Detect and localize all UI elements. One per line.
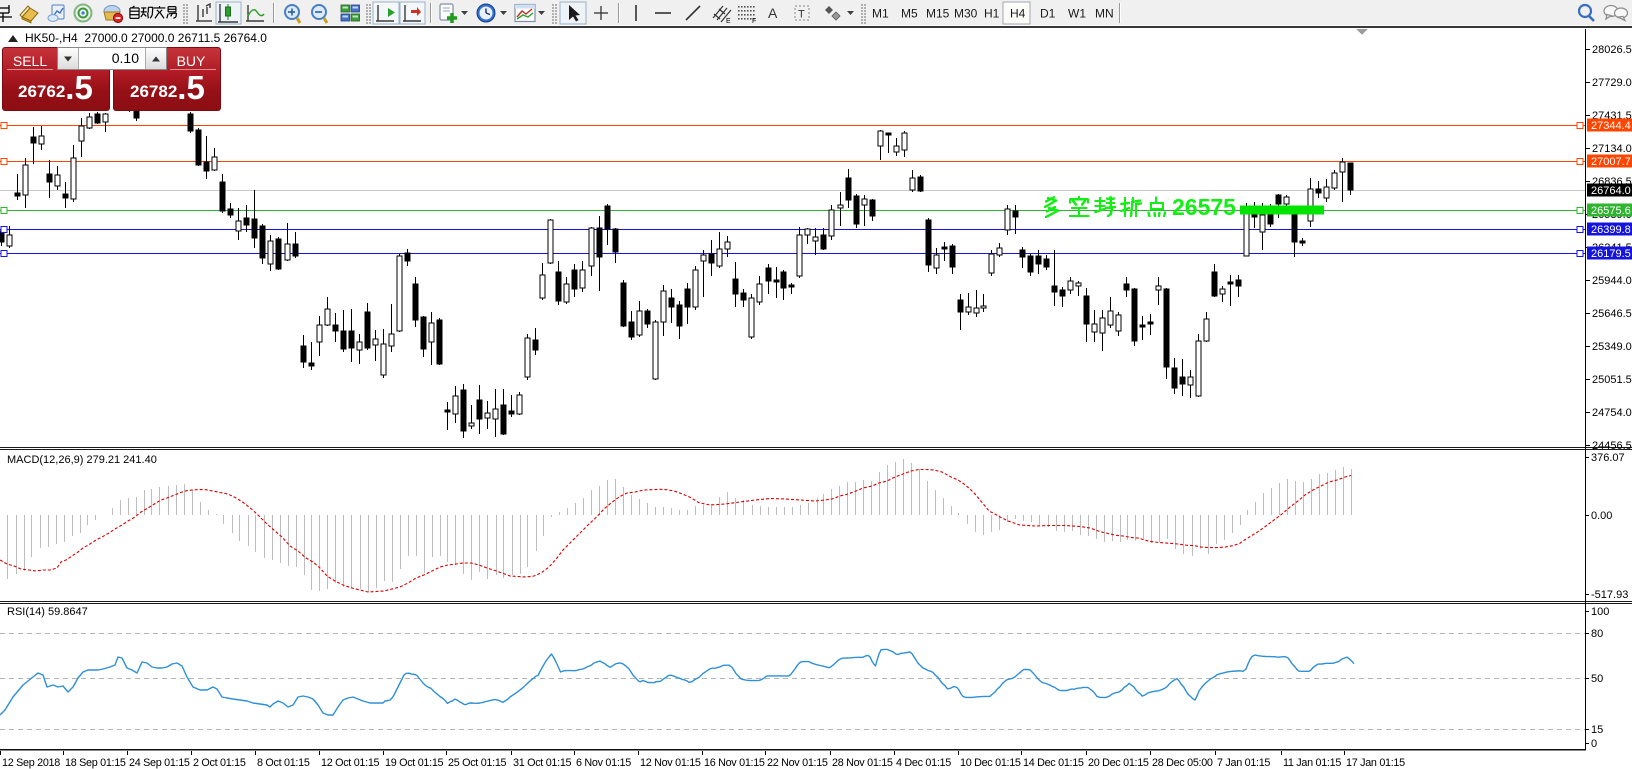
svg-text:27007.7: 27007.7 xyxy=(1591,156,1631,168)
svg-text:28 Nov 01:15: 28 Nov 01:15 xyxy=(832,757,893,769)
svg-text:0: 0 xyxy=(1591,738,1597,750)
svg-text:M30: M30 xyxy=(954,7,978,21)
svg-text:11 Jan 01:15: 11 Jan 01:15 xyxy=(1283,757,1341,769)
svg-text:E: E xyxy=(726,18,731,25)
svg-text:M15: M15 xyxy=(926,7,950,21)
svg-text:12 Oct 01:15: 12 Oct 01:15 xyxy=(321,757,380,769)
svg-text:25051.5: 25051.5 xyxy=(1592,374,1632,386)
svg-text:24 Sep 01:15: 24 Sep 01:15 xyxy=(129,757,190,769)
svg-text:W1: W1 xyxy=(1068,7,1086,21)
svg-text:6 Nov 01:15: 6 Nov 01:15 xyxy=(576,757,631,769)
svg-text:50: 50 xyxy=(1591,673,1603,685)
svg-text:26179.5: 26179.5 xyxy=(1591,248,1631,260)
svg-text:7 Jan 01:15: 7 Jan 01:15 xyxy=(1217,757,1270,769)
svg-text:14 Dec 01:15: 14 Dec 01:15 xyxy=(1023,757,1084,769)
svg-text:12 Nov 01:15: 12 Nov 01:15 xyxy=(640,757,701,769)
svg-text:25349.0: 25349.0 xyxy=(1592,341,1632,353)
svg-text:16 Nov 01:15: 16 Nov 01:15 xyxy=(704,757,765,769)
svg-text:17 Jan 01:15: 17 Jan 01:15 xyxy=(1346,757,1405,769)
svg-text:80: 80 xyxy=(1591,628,1603,640)
svg-text:26764.0: 26764.0 xyxy=(1591,185,1631,197)
svg-text:25944.0: 25944.0 xyxy=(1592,275,1632,287)
svg-text:20 Dec 01:15: 20 Dec 01:15 xyxy=(1088,757,1149,769)
svg-text:M1: M1 xyxy=(872,7,889,21)
svg-text:24456.5: 24456.5 xyxy=(1592,440,1632,452)
svg-text:RSI(14) 59.8647: RSI(14) 59.8647 xyxy=(7,606,88,618)
svg-text:376.07: 376.07 xyxy=(1591,452,1625,464)
svg-text:-517.93: -517.93 xyxy=(1591,589,1628,601)
svg-text:26575.6: 26575.6 xyxy=(1591,205,1631,217)
svg-text:19 Oct 01:15: 19 Oct 01:15 xyxy=(385,757,444,769)
svg-text:10 Dec 01:15: 10 Dec 01:15 xyxy=(960,757,1021,769)
svg-text:25646.5: 25646.5 xyxy=(1592,308,1632,320)
svg-text:26399.8: 26399.8 xyxy=(1591,224,1631,236)
svg-text:A: A xyxy=(768,5,778,21)
svg-text:27134.0: 27134.0 xyxy=(1592,143,1632,155)
svg-text:22 Nov 01:15: 22 Nov 01:15 xyxy=(767,757,828,769)
svg-text:31 Oct 01:15: 31 Oct 01:15 xyxy=(513,757,572,769)
svg-text:4 Dec 01:15: 4 Dec 01:15 xyxy=(896,757,951,769)
svg-text:24754.0: 24754.0 xyxy=(1592,407,1632,419)
svg-text:27344.4: 27344.4 xyxy=(1591,120,1631,132)
svg-text:28026.5: 28026.5 xyxy=(1592,44,1632,56)
svg-text:18 Sep 01:15: 18 Sep 01:15 xyxy=(65,757,126,769)
svg-text:H1: H1 xyxy=(984,7,1000,21)
svg-text:F: F xyxy=(752,18,756,25)
svg-text:MN: MN xyxy=(1095,7,1114,21)
svg-text:D1: D1 xyxy=(1040,7,1056,21)
svg-text:8 Oct 01:15: 8 Oct 01:15 xyxy=(257,757,310,769)
svg-text:15: 15 xyxy=(1591,724,1603,736)
svg-text:T: T xyxy=(798,9,805,21)
svg-text:100: 100 xyxy=(1591,606,1609,618)
svg-text:2 Oct 01:15: 2 Oct 01:15 xyxy=(193,757,246,769)
svg-text:H4: H4 xyxy=(1010,7,1026,21)
svg-text:26575: 26575 xyxy=(1172,194,1236,220)
svg-text:25 Oct 01:15: 25 Oct 01:15 xyxy=(448,757,507,769)
svg-text:MACD(12,26,9) 279.21 241.40: MACD(12,26,9) 279.21 241.40 xyxy=(7,454,157,466)
svg-text:12 Sep 2018: 12 Sep 2018 xyxy=(2,757,60,769)
svg-text:M5: M5 xyxy=(901,7,918,21)
svg-text:0.00: 0.00 xyxy=(1591,510,1612,522)
svg-text:27729.0: 27729.0 xyxy=(1592,77,1632,89)
svg-text:28 Dec 05:00: 28 Dec 05:00 xyxy=(1152,757,1213,769)
